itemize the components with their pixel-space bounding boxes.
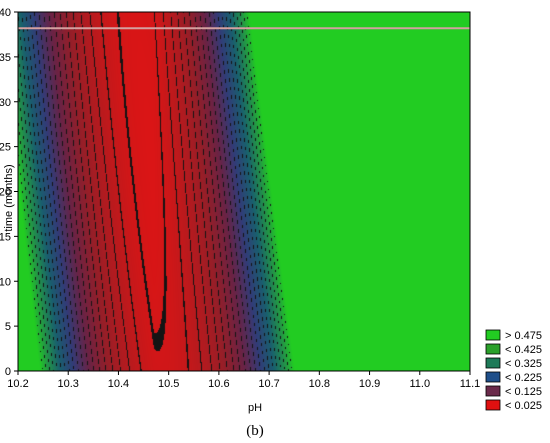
y-tick-label: 20 xyxy=(0,187,11,199)
legend-label: < 0.425 xyxy=(505,344,542,356)
x-tick-label: 10.9 xyxy=(359,378,380,390)
y-tick-label: 40 xyxy=(0,7,11,19)
plot-area xyxy=(17,11,471,372)
y-tick-label: 25 xyxy=(0,142,11,154)
x-tick-label: 10.5 xyxy=(158,378,179,390)
y-axis-label: time (months) xyxy=(3,164,15,231)
legend: > 0.475 < 0.425 < 0.325 < 0.225 < 0.125 < 0.0… xyxy=(485,329,542,412)
x-tick-label: 11.0 xyxy=(409,378,430,390)
y-tick-label: 5 xyxy=(5,321,11,333)
x-tick-label: 10.6 xyxy=(208,378,229,390)
y-tick-label: 10 xyxy=(0,276,11,288)
legend-swatch xyxy=(485,371,501,383)
legend-swatch xyxy=(485,385,501,397)
legend-swatch xyxy=(485,357,501,369)
x-axis-ticks: 10.2 10.3 10.4 10.5 10.6 10.7 10.8 10.9 11.0 11.1 xyxy=(7,371,480,390)
legend-swatch xyxy=(485,343,501,355)
y-tick-label: 15 xyxy=(0,231,11,243)
figure-caption: (b) xyxy=(246,423,264,439)
y-tick-label: 0 xyxy=(5,366,11,378)
x-tick-label: 10.2 xyxy=(7,378,28,390)
x-tick-label: 10.8 xyxy=(309,378,330,390)
legend-swatch xyxy=(485,399,501,411)
x-tick-label: 10.4 xyxy=(108,378,129,390)
x-tick-label: 10.7 xyxy=(258,378,279,390)
contour-surface xyxy=(18,12,470,371)
x-axis-label: pH xyxy=(248,402,262,414)
legend-label: < 0.325 xyxy=(505,358,542,370)
x-tick-label: 10.3 xyxy=(58,378,79,390)
y-tick-label: 35 xyxy=(0,52,11,64)
legend-label: > 0.475 xyxy=(505,330,542,342)
top-artifact-band xyxy=(18,27,470,30)
legend-label: < 0.125 xyxy=(505,386,542,398)
legend-label: < 0.025 xyxy=(505,400,542,412)
legend-label: < 0.225 xyxy=(505,372,542,384)
y-axis-ticks: 0 5 10 15 20 25 30 35 40 xyxy=(0,7,18,378)
x-tick-label: 11.1 xyxy=(460,378,481,390)
legend-swatch xyxy=(485,329,501,341)
y-tick-label: 30 xyxy=(0,97,11,109)
